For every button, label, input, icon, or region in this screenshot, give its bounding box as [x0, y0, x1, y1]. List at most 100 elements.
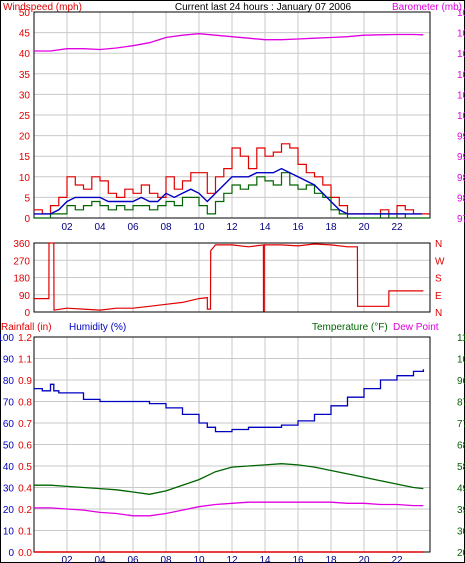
rainfall-tick: 0.9	[18, 376, 32, 387]
x-tick: 02	[61, 555, 73, 563]
temperature-tick: 68	[457, 441, 465, 452]
x-tick: 04	[94, 222, 106, 233]
humidity-tick: 0	[8, 548, 14, 559]
rainfall-axis-label: Rainfall (in)	[1, 322, 52, 333]
barometer-tick: 975	[457, 214, 465, 225]
wind-barometer-panel: 0 5 10 15 20 25 30 35 40 45 50 975 980 986 991 997 1003 1…	[19, 8, 465, 233]
barometer-tick: 980	[457, 193, 465, 204]
dewpoint-axis-label: Dew Point	[393, 322, 439, 333]
windspeed-tick: 40	[19, 49, 31, 60]
humidity-tick: 40	[3, 462, 15, 473]
humidity-tick: 100	[0, 333, 14, 344]
temperature-tick: 77	[457, 419, 465, 430]
humidity-tick: 80	[3, 376, 15, 387]
windspeed-tick: 20	[19, 132, 31, 143]
windspeed-tick: 50	[19, 8, 31, 19]
wind-direction-line	[34, 242, 424, 312]
x-tick: 08	[160, 222, 172, 233]
rainfall-tick: 1.2	[18, 333, 32, 344]
direction-degree-tick: 180	[13, 274, 30, 285]
barometer-tick: 1019	[457, 49, 465, 60]
x-tick: 10	[193, 555, 205, 563]
x-tick: 16	[292, 222, 304, 233]
humidity-temperature-panel: 0 10 20 30 40 50 60 70 80 90 100 0.0 0.1 0.2 0.4 0.5 0.6…	[0, 333, 465, 563]
humidity-tick: 50	[3, 441, 15, 452]
dewpoint-line	[34, 501, 424, 517]
temperature-tick: 87	[457, 398, 465, 409]
windspeed-tick: 30	[19, 90, 31, 101]
rainfall-tick: 0.1	[18, 527, 32, 538]
temperature-tick: 49	[457, 484, 465, 495]
x-tick: 20	[358, 555, 370, 563]
barometer-line	[34, 33, 424, 52]
plot-frame	[33, 11, 431, 219]
chart-title: Current last 24 hours : January 07 2006	[175, 2, 352, 13]
windspeed-tick: 35	[19, 70, 31, 81]
x-tick: 20	[358, 222, 370, 233]
x-tick: 16	[292, 555, 304, 563]
humidity-tick: 20	[3, 505, 15, 516]
compass-tick: W	[435, 256, 445, 267]
barometer-tick: 991	[457, 152, 465, 163]
x-tick: 06	[127, 555, 139, 563]
x-tick: 22	[391, 222, 403, 233]
plot-frame	[33, 242, 431, 313]
humidity-axis-label: Humidity (%)	[69, 322, 126, 333]
wind-line	[34, 172, 430, 219]
rainfall-tick: 0.4	[18, 484, 32, 495]
direction-degree-tick: 360	[13, 239, 30, 250]
direction-degree-tick: 90	[19, 291, 31, 302]
compass-tick: N	[435, 239, 442, 250]
compass-tick: E	[435, 291, 442, 302]
barometer-tick: 1003	[457, 111, 465, 122]
rainfall-tick: 0.2	[18, 505, 32, 516]
temperature-tick: 30	[457, 527, 465, 538]
humidity-tick: 70	[3, 398, 15, 409]
windspeed-tick: 10	[19, 173, 31, 184]
avg-wind-line	[34, 167, 422, 215]
barometer-tick: 986	[457, 173, 465, 184]
barometer-tick: 997	[457, 132, 465, 143]
barometer-tick: 1014	[457, 70, 465, 81]
x-tick: 08	[160, 555, 172, 563]
x-tick: 06	[127, 222, 139, 233]
rainfall-tick: 0.0	[18, 548, 32, 559]
windspeed-axis-label: Windspeed (mph)	[3, 2, 82, 13]
x-tick: 22	[391, 555, 403, 563]
x-tick: 04	[94, 555, 106, 563]
x-tick: 02	[61, 222, 73, 233]
x-tick: 18	[325, 555, 337, 563]
direction-degree-tick: 270	[13, 256, 30, 267]
x-tick: 18	[325, 222, 337, 233]
windspeed-tick: 0	[24, 214, 30, 225]
temperature-tick: 20	[457, 548, 465, 559]
temperature-tick: 39	[457, 505, 465, 516]
temperature-tick: 115	[457, 333, 465, 344]
barometer-axis-label: Barometer (mb)	[392, 2, 462, 13]
humidity-tick: 30	[3, 484, 15, 495]
direction-degree-tick: 0	[24, 308, 30, 319]
temperature-tick: 106	[457, 355, 465, 366]
windspeed-tick: 25	[19, 111, 31, 122]
windspeed-tick: 45	[19, 29, 31, 40]
temperature-axis-label: Temperature (°F)	[312, 322, 388, 333]
barometer-tick: 1030	[457, 8, 465, 19]
compass-tick: S	[435, 274, 442, 285]
rainfall-tick: 0.8	[18, 398, 32, 409]
barometer-tick: 1009	[457, 90, 465, 101]
x-tick: 12	[226, 222, 238, 233]
rainfall-tick: 0.6	[18, 441, 32, 452]
humidity-tick: 60	[3, 419, 15, 430]
temperature-tick: 58	[457, 462, 465, 473]
x-tick: 14	[259, 222, 271, 233]
rainfall-tick: 0.5	[18, 462, 32, 473]
temperature-tick: 96	[457, 376, 465, 387]
x-tick: 10	[193, 222, 205, 233]
temperature-line	[34, 463, 424, 495]
compass-tick: N	[435, 308, 442, 319]
rainfall-tick: 1.1	[18, 355, 32, 366]
barometer-tick: 1024	[457, 29, 465, 40]
rainfall-tick: 0.7	[18, 419, 32, 430]
